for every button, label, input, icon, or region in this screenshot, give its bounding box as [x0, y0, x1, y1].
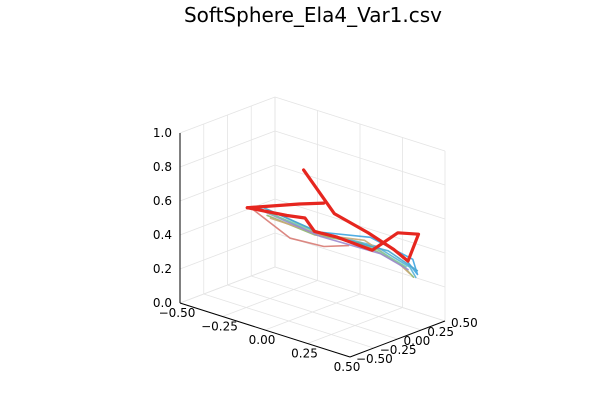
grid-line: [179, 164, 276, 202]
grid-line: [179, 232, 276, 270]
series-line: [245, 201, 326, 210]
tick-labels: −0.50−0.250.000.250.50−0.50−0.250.000.25…: [153, 126, 478, 374]
grid-line: [179, 96, 276, 134]
z-tick-label: 1.0: [153, 126, 172, 140]
grid-line: [274, 164, 446, 220]
grid-line: [274, 198, 446, 254]
y-tick-label: 0.00: [404, 334, 431, 348]
series-line: [250, 207, 350, 248]
z-tick-label: 0.6: [153, 194, 172, 208]
z-tick-label: 0.0: [153, 296, 172, 310]
x-tick-label: −0.25: [201, 320, 238, 334]
z-tick-label: 0.4: [153, 228, 172, 242]
axes: [179, 133, 446, 358]
x-axis-line: [179, 302, 351, 358]
z-tick-label: 0.2: [153, 262, 172, 276]
y-tick-label: 0.50: [451, 316, 478, 330]
x-tick-label: 0.50: [334, 360, 361, 374]
grid-line: [179, 266, 276, 304]
y-tick-label: −0.25: [380, 343, 417, 357]
y-tick-label: 0.25: [427, 325, 454, 339]
chart-title: SoftSphere_Ela4_Var1.csv: [184, 3, 442, 27]
grid-line: [203, 293, 374, 349]
grid-line: [274, 266, 446, 322]
x-tick-label: −0.50: [159, 306, 196, 320]
series-line: [259, 209, 409, 271]
grid-line: [227, 284, 398, 340]
grid-line: [274, 96, 446, 152]
grid-line: [179, 130, 276, 168]
y-tick-label: −0.50: [356, 352, 393, 366]
grid-line: [274, 130, 446, 186]
x-tick-label: 0.25: [291, 347, 318, 361]
y-axis-line: [349, 320, 446, 358]
grid-line: [251, 275, 422, 331]
z-tick-label: 0.8: [153, 160, 172, 174]
grid-line: [179, 198, 276, 236]
x-tick-label: 0.00: [249, 333, 276, 347]
data-series: [245, 168, 421, 279]
series-line: [245, 168, 421, 263]
